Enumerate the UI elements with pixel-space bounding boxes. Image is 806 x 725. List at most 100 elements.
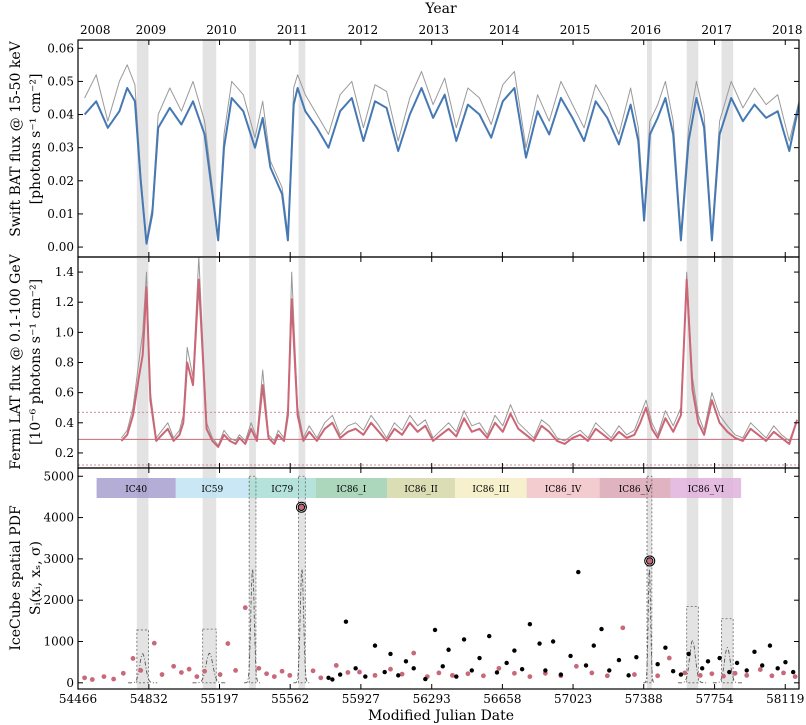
event-point-pink (436, 670, 442, 676)
flare-profile-curve (244, 569, 261, 684)
event-point-black (783, 659, 788, 665)
event-point-black (330, 677, 335, 682)
year-label: 2008 (80, 23, 111, 37)
event-point-black (326, 675, 331, 681)
event-point-pink (721, 673, 726, 679)
y-tick-label: 1.2 (55, 295, 74, 309)
highlighted-event (297, 503, 306, 511)
y-tick-label: 0.03 (47, 141, 74, 155)
flare-window (136, 629, 149, 684)
season-label: IC86_II (404, 485, 438, 495)
year-label: 2018 (772, 23, 803, 37)
flare-shade (136, 468, 149, 689)
x-tick-label: 58119 (766, 692, 804, 706)
event-point-pink (225, 641, 231, 646)
event-point-pink (264, 671, 269, 677)
y-tick-label: 0.01 (47, 207, 74, 221)
swift-ylabel-line1: Swift BAT flux @ 15-50 keV (8, 40, 24, 236)
event-point-pink (318, 675, 324, 681)
plot-area (83, 40, 799, 257)
event-point-pink (256, 665, 262, 671)
event-point-black (461, 637, 467, 642)
fermi-ylabel-line2: [10⁻⁶ photons s⁻¹ cm⁻²] (28, 279, 44, 445)
icecube-ylabel-line2: Sᵢ(xᵢ, xₛ, σ) (28, 541, 44, 615)
y-tick-label: 0.02 (47, 174, 74, 188)
flare-shade (136, 40, 149, 257)
event-point-pink (632, 672, 637, 677)
event-point-black (382, 669, 387, 675)
event-point-black (678, 672, 684, 677)
season-label: IC40 (125, 485, 147, 495)
event-point-pink (151, 640, 157, 646)
event-point-black (591, 643, 596, 648)
event-point-pink (345, 670, 351, 675)
y-tick-label: 0.05 (47, 74, 74, 88)
x-tick-label: 56293 (413, 692, 451, 706)
flare-window (248, 475, 257, 684)
y-tick-label: 0.04 (47, 108, 74, 122)
flare-shade (249, 468, 256, 689)
event-point-black (396, 673, 401, 678)
x-tick-label: 56658 (483, 692, 521, 706)
panel-frame (77, 467, 800, 690)
event-point-black (616, 657, 622, 663)
x-tick-label: 55562 (271, 692, 309, 706)
flare-shade (298, 40, 306, 257)
season-bar (315, 478, 387, 498)
plot-area (78, 257, 799, 468)
flare-profile-curve (128, 653, 158, 684)
flare-shade (721, 40, 734, 257)
y-tick-label: 0 (66, 676, 74, 690)
event-point-pink (573, 663, 579, 669)
event-point-pink (138, 668, 144, 673)
highlighted-event-ring (644, 555, 656, 567)
event-point-black (411, 666, 416, 671)
season-bar (175, 478, 249, 498)
event-point-black (775, 666, 780, 671)
season-bar (670, 478, 742, 498)
season-label: IC86_I (336, 485, 366, 495)
flare-profile-curve (293, 569, 311, 684)
year-label: 2010 (206, 23, 237, 37)
event-point-pink (279, 668, 285, 674)
season-label: IC59 (201, 485, 223, 495)
flare-profile-curve (643, 569, 656, 684)
event-point-pink (527, 674, 533, 680)
fermi-panel: 0.2 0.4 0.6 0.8 1.0 1.2 1.4 (55, 256, 800, 469)
event-point-black (734, 660, 740, 666)
y-tick-label: 0.06 (47, 41, 74, 55)
event-point-black (760, 663, 765, 668)
event-point-pink (130, 656, 136, 661)
event-point-black (512, 648, 517, 653)
event-point-pink (604, 673, 610, 679)
event-point-black (469, 668, 475, 673)
y-tick-label: 0.8 (55, 356, 74, 370)
event-point-pink (159, 672, 165, 677)
icecube-panel: IC40 IC59 IC79 IC86_I IC86_II IC86_III IC86_IV… (43, 467, 804, 706)
event-point-black (446, 647, 451, 652)
event-point-black (558, 672, 564, 677)
y-tick-label: 3000 (43, 552, 74, 566)
event-point-pink (287, 672, 293, 678)
event-point-pink (620, 625, 626, 631)
year-label: 2014 (489, 23, 520, 37)
x-tick-label: 54832 (130, 692, 168, 706)
event-point-pink (271, 674, 277, 680)
flare-shade (686, 468, 699, 689)
event-point-pink (450, 672, 455, 678)
icecube-ylabel-line1: IceCube spatial PDF (8, 505, 24, 651)
flare-window (646, 475, 653, 684)
y-tick-label: 1.0 (55, 325, 74, 339)
event-point-pink (781, 670, 786, 676)
event-point-pink (171, 663, 177, 669)
event-point-pink (357, 669, 362, 675)
event-point-black (432, 627, 438, 633)
event-point-black (477, 655, 482, 661)
event-point-black (686, 651, 691, 657)
event-point-black (543, 668, 548, 673)
flare-window (721, 618, 734, 684)
y-tick-label: 2000 (43, 593, 74, 607)
y-tick-label: 0.2 (55, 446, 74, 460)
event-point-pink (757, 667, 763, 672)
